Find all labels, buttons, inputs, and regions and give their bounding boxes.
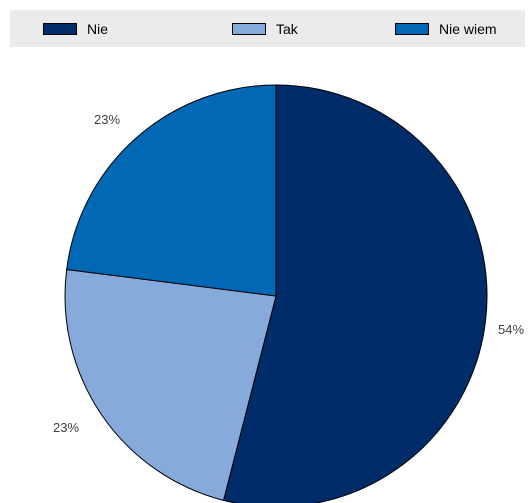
- legend-swatch-tak: [232, 22, 266, 35]
- pie-slice-nie: [222, 84, 488, 503]
- legend-label-nie: Nie: [87, 20, 109, 37]
- data-label-tak: 23%: [53, 420, 79, 435]
- legend-item-nie-wiem: Nie wiem: [395, 10, 497, 47]
- legend-item-tak: Tak: [232, 10, 298, 47]
- legend-swatch-nie: [43, 22, 77, 35]
- pie-slice-nie-wiem: [66, 84, 277, 297]
- legend: Nie Tak Nie wiem: [10, 10, 525, 47]
- legend-label-tak: Tak: [276, 20, 298, 37]
- legend-label-nie-wiem: Nie wiem: [439, 20, 497, 37]
- pie-slice-tak: [64, 268, 277, 501]
- legend-item-nie: Nie: [43, 10, 108, 47]
- data-label-nie-wiem: 23%: [94, 112, 120, 127]
- legend-swatch-nie-wiem: [395, 22, 429, 35]
- data-label-nie: 54%: [498, 322, 524, 337]
